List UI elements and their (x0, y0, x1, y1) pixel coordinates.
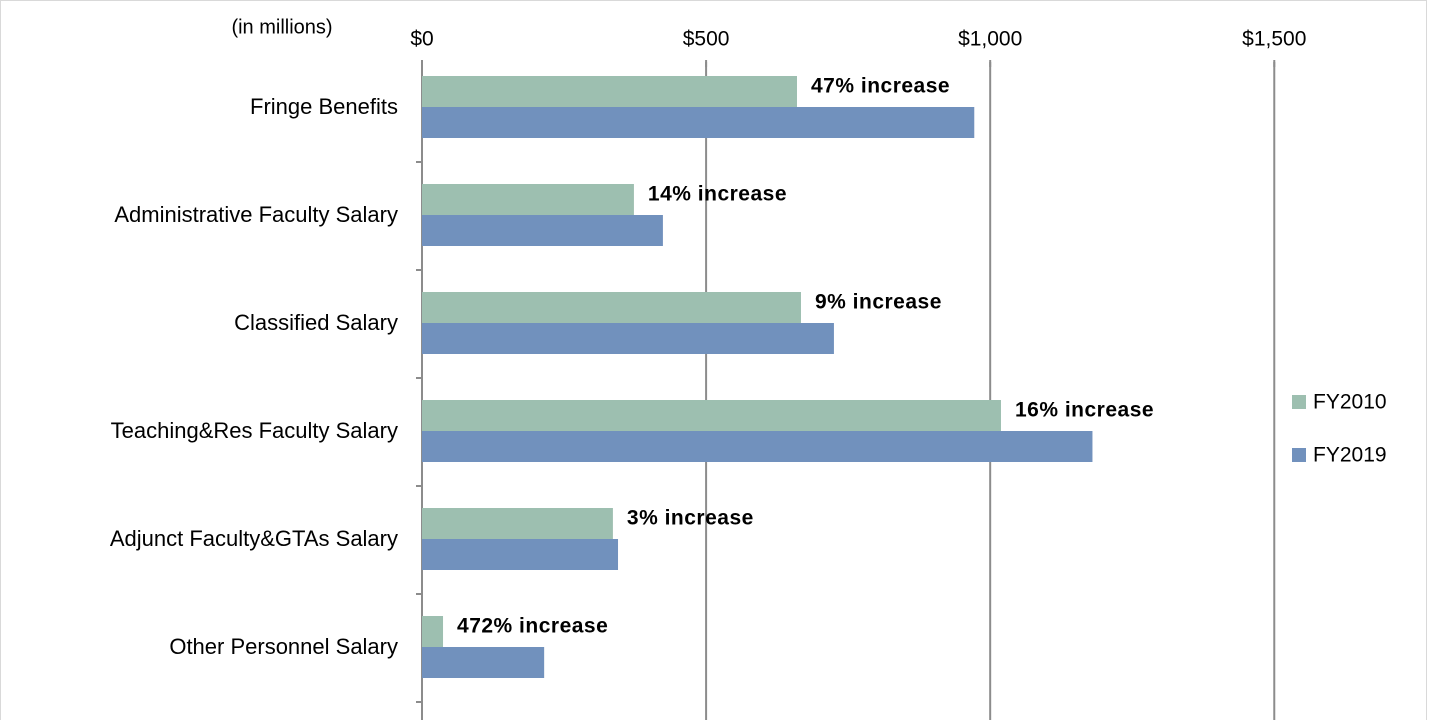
legend-swatch (1292, 395, 1306, 409)
bar (422, 616, 444, 647)
annotation: 16% increase (1015, 399, 1154, 422)
bar (422, 431, 1093, 462)
bar (422, 647, 545, 678)
annotation: 9% increase (815, 291, 942, 314)
category-label: Administrative Faculty Salary (114, 202, 398, 227)
legend-swatch (1292, 448, 1306, 462)
bar (422, 539, 619, 570)
bar (422, 76, 797, 107)
bar (422, 107, 975, 138)
bar (422, 508, 613, 539)
legend-label: FY2019 (1313, 444, 1387, 467)
x-tick-label: $0 (410, 28, 433, 51)
category-label: Other Personnel Salary (169, 634, 398, 659)
x-tick-label: $1,500 (1242, 28, 1306, 51)
annotation: 14% increase (648, 183, 787, 206)
x-tick-label: $500 (683, 28, 730, 51)
bar (422, 292, 801, 323)
bar (422, 323, 834, 354)
bar (422, 215, 663, 246)
annotation: 3% increase (627, 507, 754, 530)
annotation: 47% increase (811, 75, 950, 98)
bar (422, 400, 1001, 431)
category-label: Fringe Benefits (250, 94, 398, 119)
category-label: Teaching&Res Faculty Salary (111, 418, 398, 443)
category-label: Adjunct Faculty&GTAs Salary (110, 526, 398, 551)
bar (422, 184, 634, 215)
x-tick-label: $1,000 (958, 28, 1022, 51)
axis-label: (in millions) (231, 16, 332, 38)
category-label: Classified Salary (234, 310, 398, 335)
legend-label: FY2010 (1313, 391, 1387, 414)
annotation: 472% increase (457, 615, 608, 638)
